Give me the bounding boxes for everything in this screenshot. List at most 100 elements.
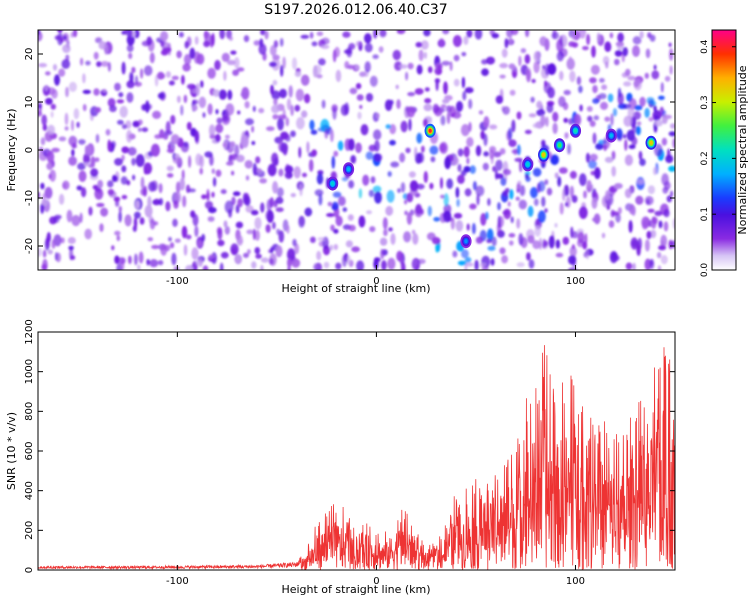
heatmap-cell [66,209,73,223]
y-tick-label: 600 [24,441,35,460]
heatmap-cell [647,208,655,213]
heatmap-cell [273,157,279,166]
heatmap-cell [569,246,577,257]
heatmap-cell [50,111,54,118]
heatmap-cell [508,139,517,147]
heatmap-cell [346,255,351,265]
x-tick-label: 0 [373,276,379,287]
heatmap-cell [71,215,81,227]
heatmap-cell [256,168,262,174]
heatmap-cell [265,224,271,233]
heatmap-cell [589,120,596,127]
heatmap-cell [354,64,360,70]
heatmap-cell [578,206,588,219]
heatmap-cell [258,107,265,114]
heatmap-cell [187,188,196,193]
heatmap-cell [468,98,473,110]
heatmap-cell [439,143,447,153]
heatmap-cell [316,173,324,185]
heatmap-cell [147,196,152,209]
heatmap-cell [418,49,424,62]
heatmap-cell [294,104,301,112]
heatmap-cell [318,193,323,206]
heatmap-cell [63,35,67,40]
heatmap-cell [107,98,116,108]
heatmap-cell [516,144,521,156]
heatmap-cell [660,82,664,93]
heatmap-cell [290,193,296,198]
heatmap-cell [547,63,557,75]
heatmap-cell [635,195,644,205]
heatmap-cell [605,61,609,69]
heatmap-cell [508,35,513,45]
heatmap-cell [644,72,649,79]
heatmap-cell [614,183,623,189]
heatmap-cell [483,133,488,146]
heatmap-cell [348,180,355,189]
heatmap-cell [382,217,388,230]
heatmap-cell [389,139,396,146]
heatmap-cell [342,207,348,212]
heatmap-cell [144,204,153,218]
heatmap-cell [520,48,527,54]
heatmap-cell [301,110,308,118]
heatmap-cell [201,194,207,200]
heatmap-cell [292,238,297,247]
heatmap-cell [605,190,610,201]
heatmap-cell [143,65,153,76]
heatmap-cell [215,109,219,115]
heatmap-cell [334,46,340,58]
heatmap-cell [464,87,474,94]
heatmap-cell [165,121,171,134]
heatmap-cell [456,101,463,112]
heatmap-cell [502,210,510,216]
heatmap-cell [437,64,442,75]
heatmap-cell [329,244,333,251]
heatmap-cell [547,86,555,99]
heatmap-cell [260,30,266,36]
heatmap-cell [126,44,134,53]
heatmap-cell [542,238,547,249]
heatmap-cell [639,158,646,166]
heatmap-cell [121,154,125,161]
heatmap-cell [469,203,477,210]
heatmap-cell [76,185,83,191]
heatmap-cell [658,245,667,251]
heatmap-cell [214,59,221,71]
heatmap-cell [332,106,337,120]
heatmap-cell [669,65,673,75]
heatmap-cell [71,119,74,132]
heatmap-cell [509,89,516,96]
heatmap-cell [300,74,310,86]
heatmap-cell [429,145,439,155]
heatmap-cell [273,98,278,106]
heatmap-cell [485,211,489,220]
heatmap-cell [58,136,67,142]
heatmap-cell [392,49,401,61]
heatmap-cell [571,244,575,250]
heatmap-cell [511,119,516,133]
heatmap-cell [495,173,504,179]
x-tick-label: 0 [373,576,379,587]
heatmap-cell [121,124,128,130]
heatmap-cell [381,260,387,270]
heatmap-cell [400,120,408,133]
heatmap-cell [264,30,269,40]
heatmap-cell [475,236,483,244]
heatmap-cell [538,180,546,192]
heatmap-cell [84,228,92,240]
heatmap-cell [105,129,111,136]
heatmap-cell [423,103,433,112]
heatmap-cell [474,30,483,40]
heatmap-cell [194,36,199,45]
heatmap-cell [202,265,209,270]
heatmap-cell [312,65,318,78]
heatmap-cell [472,181,477,191]
heatmap-cell [157,92,165,99]
heatmap-cell [609,32,614,39]
heatmap-cell [453,212,463,219]
snr-y-axis-label: SNR (10 * v/v) [5,412,18,490]
heatmap-cell [378,46,384,53]
heatmap-cell [70,255,76,260]
heatmap-cell [598,93,607,100]
